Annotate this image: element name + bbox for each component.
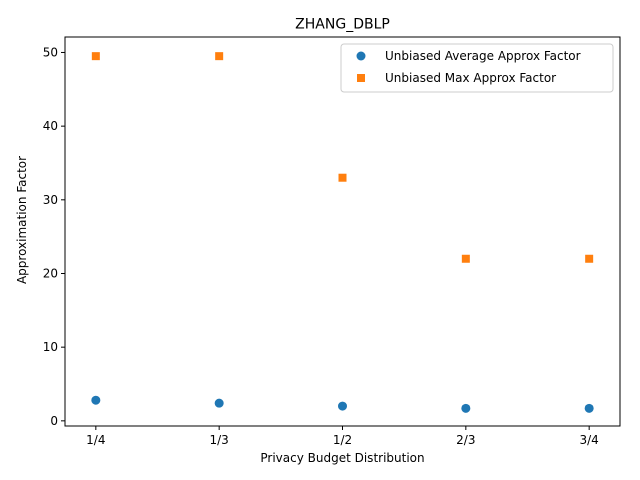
y-axis-label: Approximation Factor bbox=[15, 156, 29, 284]
y-tick-label: 0 bbox=[50, 414, 58, 428]
y-tick-label: 30 bbox=[43, 193, 58, 207]
axes: 1/4 1/3 1/2 2/3 3/4 0 10 20 30 40 50 bbox=[43, 36, 621, 447]
data-point-circle bbox=[338, 401, 347, 411]
legend-box bbox=[340, 43, 614, 93]
chart-title: ZHANG_DBLP bbox=[295, 17, 390, 33]
x-axis-label: Privacy Budget Distribution bbox=[260, 451, 424, 465]
data-marks bbox=[91, 52, 594, 413]
x-tick-label: 1/4 bbox=[86, 433, 105, 447]
y-tick-label: 50 bbox=[43, 45, 58, 59]
data-point-circle bbox=[91, 395, 101, 405]
legend-marker-circle bbox=[356, 51, 366, 61]
legend-label: Unbiased Average Approx Factor bbox=[385, 49, 581, 63]
x-tick-label: 1/3 bbox=[210, 433, 229, 447]
data-point-square bbox=[461, 254, 470, 263]
y-tick-label: 10 bbox=[43, 340, 58, 354]
data-point-circle bbox=[461, 403, 471, 413]
data-point-circle bbox=[584, 403, 594, 413]
legend-label: Unbiased Max Approx Factor bbox=[385, 71, 556, 85]
data-point-square bbox=[585, 254, 594, 263]
y-tick-label: 40 bbox=[43, 119, 58, 133]
legend: Unbiased Average Approx Factor Unbiased M… bbox=[340, 43, 614, 93]
data-point-circle bbox=[214, 398, 224, 408]
y-tick-label: 20 bbox=[43, 266, 58, 280]
data-point-square bbox=[91, 52, 100, 61]
x-tick-label: 1/2 bbox=[333, 433, 352, 447]
x-tick-label: 3/4 bbox=[580, 433, 599, 447]
data-point-square bbox=[215, 52, 224, 61]
legend-marker-square bbox=[357, 74, 365, 82]
x-tick-label: 2/3 bbox=[456, 433, 475, 447]
data-point-square bbox=[338, 173, 347, 182]
